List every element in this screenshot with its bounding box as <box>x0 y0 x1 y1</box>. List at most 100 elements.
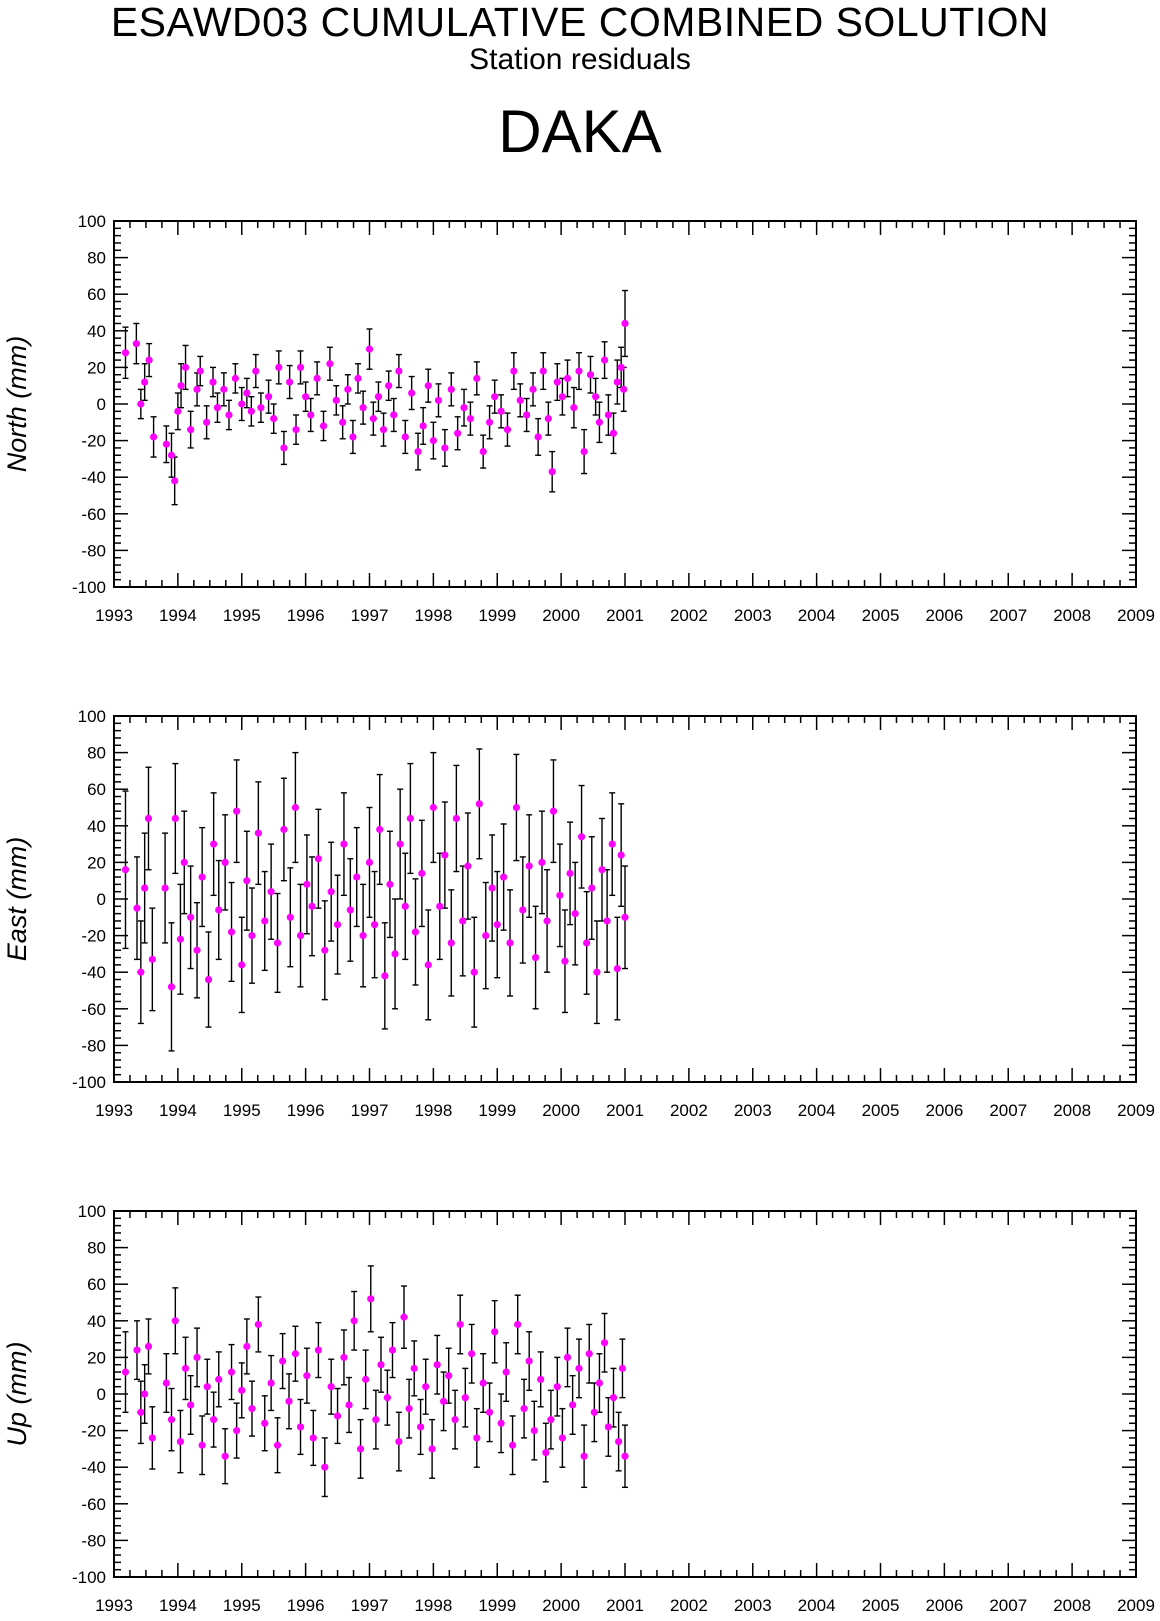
data-point <box>538 858 546 867</box>
data-point <box>359 404 367 412</box>
data-point <box>326 360 334 368</box>
x-tick-label: 2001 <box>606 1596 644 1615</box>
x-tick-label: 2001 <box>606 606 644 625</box>
y-tick-label: -40 <box>81 963 106 982</box>
data-point <box>459 917 467 925</box>
y-tick-label: -100 <box>72 1073 106 1092</box>
data-point <box>485 418 494 426</box>
data-point <box>359 932 367 940</box>
data-point <box>292 426 300 434</box>
y-tick-label: 0 <box>97 1385 106 1404</box>
x-tick-label: 2002 <box>670 1101 708 1120</box>
x-tick-label: 1993 <box>95 606 133 625</box>
y-tick-label: 80 <box>87 1239 106 1258</box>
data-point <box>286 378 294 386</box>
data-point <box>354 374 362 382</box>
data-point <box>291 1350 300 1358</box>
x-tick-label: 2007 <box>989 1101 1027 1120</box>
data-point <box>510 367 518 375</box>
data-point <box>220 385 228 393</box>
data-point <box>479 447 487 456</box>
data-point <box>243 1342 251 1351</box>
x-tick-label: 2000 <box>542 606 580 625</box>
data-point <box>141 1390 149 1398</box>
data-point <box>302 393 310 401</box>
data-point <box>454 429 462 437</box>
data-point <box>267 888 275 896</box>
data-point <box>203 1383 211 1391</box>
data-point <box>137 400 145 408</box>
data-point <box>181 363 190 371</box>
data-point <box>132 340 140 348</box>
page-subtitle: Station residuals <box>469 43 691 76</box>
page-title: ESAWD03 CUMULATIVE COMBINED SOLUTION <box>110 0 1050 45</box>
data-point <box>447 385 455 393</box>
y-tick-label: 20 <box>87 853 106 872</box>
data-point <box>452 814 460 823</box>
data-point <box>167 1416 176 1424</box>
data-point <box>503 426 512 434</box>
data-point <box>580 447 588 456</box>
data-point <box>571 910 579 918</box>
y-tick-label: -80 <box>81 1036 106 1055</box>
data-point <box>441 444 449 452</box>
data-point <box>428 1445 436 1453</box>
data-point <box>586 371 595 379</box>
data-point <box>553 1383 561 1391</box>
x-tick-label: 2002 <box>670 606 708 625</box>
x-tick-label: 1999 <box>478 1101 516 1120</box>
y-tick-label: -20 <box>81 927 106 946</box>
data-point <box>468 1350 476 1358</box>
data-point <box>497 1419 505 1427</box>
data-point <box>558 1434 567 1442</box>
data-point <box>386 880 394 888</box>
data-point <box>385 382 393 390</box>
data-point <box>460 404 468 412</box>
y-tick-label: 0 <box>97 890 106 909</box>
y-tick-label: 100 <box>78 1202 106 1221</box>
station-name: DAKA <box>498 98 662 165</box>
data-point <box>617 363 625 371</box>
data-point <box>286 913 294 921</box>
data-point <box>488 884 496 892</box>
data-point <box>575 1364 583 1372</box>
x-tick-label: 2007 <box>989 1596 1027 1615</box>
data-point <box>247 407 255 415</box>
data-point <box>491 393 499 401</box>
y-tick-label: -100 <box>72 578 106 597</box>
y-tick-label: -20 <box>81 432 106 451</box>
x-tick-label: 2004 <box>798 606 836 625</box>
y-tick-label: -60 <box>81 505 106 524</box>
data-point <box>171 477 179 485</box>
data-point <box>148 955 156 963</box>
data-point <box>321 946 329 954</box>
data-point <box>137 968 145 976</box>
data-point <box>187 426 195 434</box>
data-point <box>215 906 223 914</box>
data-point <box>280 444 288 452</box>
data-point <box>506 939 514 947</box>
plot-frame <box>113 220 1137 588</box>
data-point <box>181 1364 190 1372</box>
data-point <box>176 1437 185 1446</box>
data-point <box>379 426 388 434</box>
data-point <box>365 345 374 353</box>
data-point <box>600 356 609 364</box>
data-point <box>388 1346 397 1354</box>
data-point <box>275 363 283 371</box>
data-point <box>580 1452 588 1460</box>
x-tick-label: 2005 <box>862 1101 900 1120</box>
data-point <box>529 385 537 393</box>
data-point <box>400 1313 408 1321</box>
data-point <box>367 1295 375 1303</box>
data-point <box>362 1375 370 1383</box>
data-point <box>613 964 621 973</box>
data-point <box>167 983 176 991</box>
data-point <box>563 1353 572 1361</box>
data-point <box>148 1434 156 1442</box>
x-tick-label: 2000 <box>542 1596 580 1615</box>
data-point <box>473 1434 481 1442</box>
data-point <box>391 950 399 958</box>
data-point <box>144 1342 153 1351</box>
x-tick-label: 1993 <box>95 1596 133 1615</box>
